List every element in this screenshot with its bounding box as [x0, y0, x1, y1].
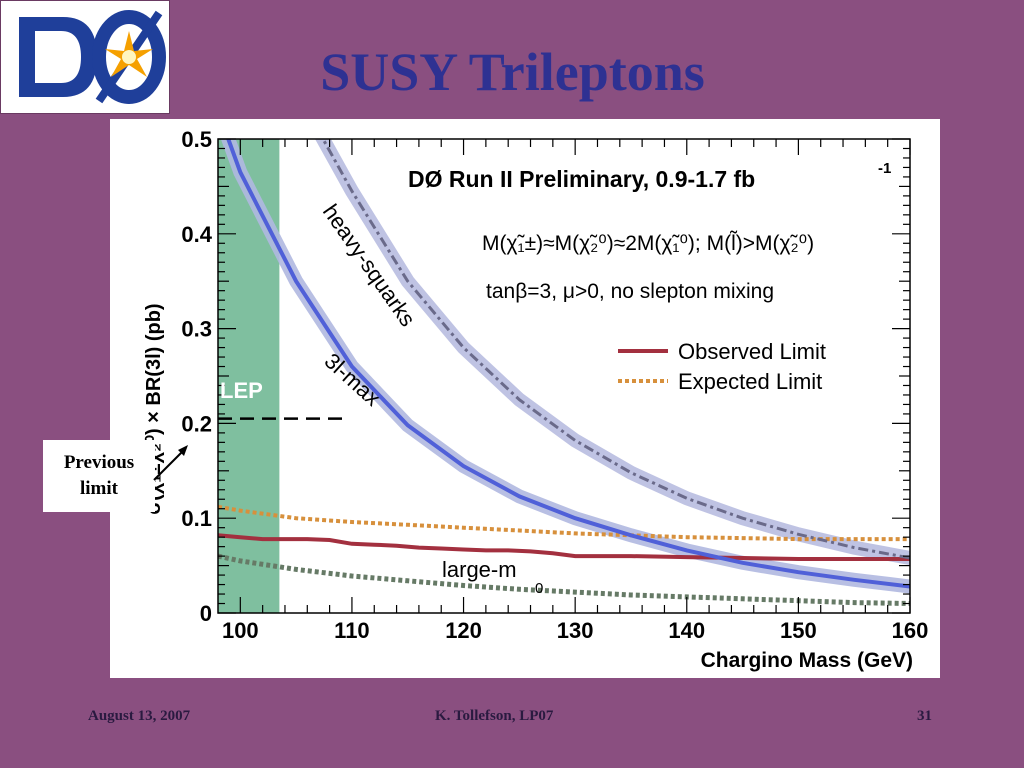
previous-limit-callout: Previous limit	[43, 440, 155, 512]
series-expected-line	[218, 504, 910, 542]
chart-title: DØ Run II Preliminary, 0.9-1.7 fb	[408, 166, 755, 192]
lep-region-label: LEP	[220, 378, 263, 403]
model-assumption-1: M(χ̃₁±)≈M(χ̃₂⁰)≈2M(χ̃₁⁰); M(l̃)>M(χ̃₂⁰)	[482, 231, 814, 255]
callout-line-1: Previous	[63, 452, 135, 473]
y-tick-label: 0.4	[181, 222, 212, 247]
chart-svg: 100 110 120 130 140 150 160 0 0.1 0.2 0.3 0.4 0.5 DØ…	[141, 127, 929, 672]
chart-legend: Observed Limit Expected Limit	[618, 339, 826, 394]
y-tick-label: 0.2	[181, 411, 212, 436]
callout-arrow-icon	[153, 445, 188, 481]
x-tick-label: 110	[334, 618, 370, 643]
model-assumption-2: tanβ=3, μ>0, no slepton mixing	[486, 280, 774, 303]
legend-observed-label: Observed Limit	[678, 339, 826, 364]
y-tick-label: 0	[200, 601, 212, 626]
series-large-m0-line	[218, 553, 910, 606]
chart-figure: 100 110 120 130 140 150 160 0 0.1 0.2 0.3 0.4 0.5 DØ…	[110, 119, 940, 678]
y-tick-label: 0.3	[181, 317, 212, 342]
footer-page-number: 31	[917, 708, 932, 724]
x-tick-label: 160	[892, 618, 929, 643]
x-tick-label: 120	[445, 618, 482, 643]
logo-letter-d	[19, 17, 97, 97]
series-3l-max-line	[226, 139, 910, 589]
series-heavy-squarks-line	[321, 139, 910, 560]
callout-line-2: limit	[80, 478, 118, 499]
logo-star-core	[122, 50, 136, 64]
logo-letter-o	[92, 10, 166, 104]
x-axis-label: Chargino Mass (GeV)	[701, 649, 913, 672]
footer-author: K. Tollefson, LP07	[435, 708, 554, 724]
slide-title: SUSY Trileptons	[320, 42, 705, 102]
chart-title-superscript: -1	[878, 160, 891, 177]
footer-date: August 13, 2007	[88, 708, 191, 724]
large-m0-label-subscript: 0	[535, 580, 543, 597]
series-observed-line	[218, 533, 910, 561]
y-tick-label: 0.5	[181, 127, 212, 152]
y-tick-label: 0.1	[181, 506, 212, 531]
d0-logo	[0, 0, 170, 114]
large-m0-label: large-m	[442, 557, 517, 582]
x-tick-label: 150	[780, 618, 817, 643]
legend-expected-label: Expected Limit	[678, 369, 822, 394]
d0-logo-graphic	[19, 10, 166, 104]
x-tick-label: 140	[668, 618, 705, 643]
x-tick-label: 100	[222, 618, 259, 643]
x-tick-label: 130	[557, 618, 594, 643]
